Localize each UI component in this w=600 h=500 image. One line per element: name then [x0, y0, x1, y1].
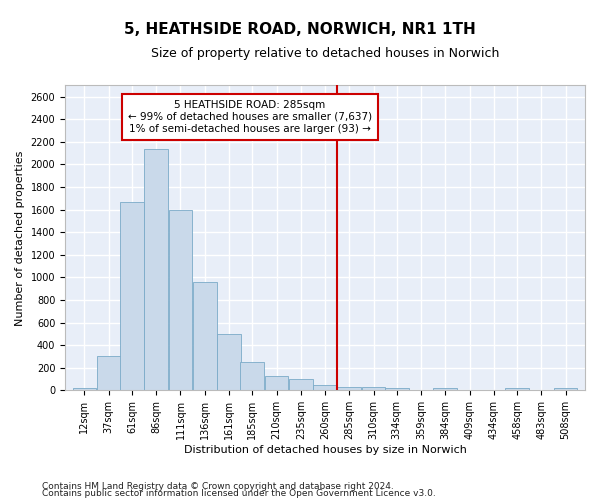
Bar: [120, 202, 144, 390]
Bar: [73, 388, 97, 390]
Text: Contains public sector information licensed under the Open Government Licence v3: Contains public sector information licen…: [42, 490, 436, 498]
Bar: [362, 387, 385, 390]
Bar: [145, 148, 168, 390]
Bar: [97, 356, 121, 390]
X-axis label: Distribution of detached houses by size in Norwich: Distribution of detached houses by size …: [184, 445, 466, 455]
Bar: [289, 379, 313, 390]
Bar: [217, 334, 241, 390]
Bar: [241, 362, 264, 390]
Text: 5, HEATHSIDE ROAD, NORWICH, NR1 1TH: 5, HEATHSIDE ROAD, NORWICH, NR1 1TH: [124, 22, 476, 38]
Bar: [265, 376, 289, 390]
Text: 5 HEATHSIDE ROAD: 285sqm
← 99% of detached houses are smaller (7,637)
1% of semi: 5 HEATHSIDE ROAD: 285sqm ← 99% of detach…: [128, 100, 372, 134]
Bar: [193, 282, 217, 391]
Bar: [337, 387, 361, 390]
Bar: [433, 388, 457, 390]
Bar: [313, 384, 337, 390]
Bar: [505, 388, 529, 390]
Title: Size of property relative to detached houses in Norwich: Size of property relative to detached ho…: [151, 48, 499, 60]
Bar: [169, 210, 193, 390]
Y-axis label: Number of detached properties: Number of detached properties: [15, 150, 25, 326]
Bar: [554, 388, 577, 390]
Bar: [385, 388, 409, 390]
Text: Contains HM Land Registry data © Crown copyright and database right 2024.: Contains HM Land Registry data © Crown c…: [42, 482, 394, 491]
